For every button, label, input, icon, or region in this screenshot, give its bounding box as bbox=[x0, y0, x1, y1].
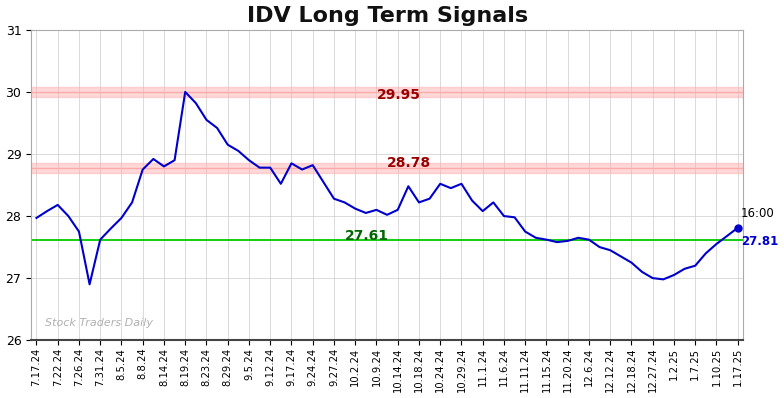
Title: IDV Long Term Signals: IDV Long Term Signals bbox=[246, 6, 528, 25]
Text: 27.61: 27.61 bbox=[345, 229, 389, 243]
Text: 27.81: 27.81 bbox=[741, 235, 779, 248]
Text: 29.95: 29.95 bbox=[376, 88, 420, 102]
Text: 28.78: 28.78 bbox=[387, 156, 431, 170]
Text: 16:00: 16:00 bbox=[741, 207, 775, 220]
Bar bbox=[31, 163, 743, 173]
Text: Stock Traders Daily: Stock Traders Daily bbox=[45, 318, 154, 328]
Bar bbox=[31, 87, 743, 97]
